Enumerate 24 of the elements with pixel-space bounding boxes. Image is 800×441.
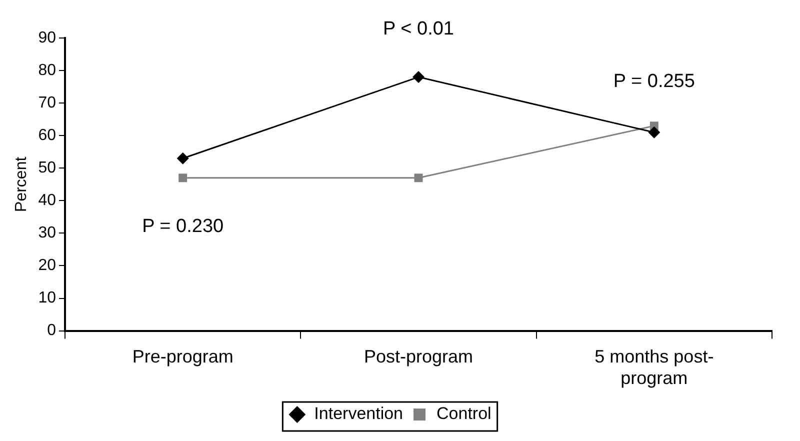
y-tick-label: 30 bbox=[38, 224, 56, 242]
point bbox=[176, 152, 189, 164]
legend-label: Intervention bbox=[314, 404, 404, 424]
y-axis-title: Percent bbox=[13, 156, 30, 212]
y-tick-label: 40 bbox=[38, 192, 56, 210]
y-tick-label: 0 bbox=[47, 322, 56, 340]
annotation: P = 0.230 bbox=[142, 216, 224, 238]
point bbox=[178, 174, 188, 182]
y-tick-label: 90 bbox=[38, 29, 56, 46]
annotation: P = 0.255 bbox=[613, 71, 695, 92]
x-tick-label: Post-program bbox=[364, 346, 474, 367]
y-tick-label: 10 bbox=[38, 290, 56, 307]
point bbox=[648, 126, 660, 138]
point bbox=[412, 71, 424, 84]
y-tick-label: 50 bbox=[38, 160, 56, 177]
x-tick-label: Pre-program bbox=[132, 346, 234, 367]
y-tick-label: 20 bbox=[38, 257, 56, 274]
x-tick-label: 5 months post-program bbox=[594, 346, 714, 388]
y-tick-label: 80 bbox=[38, 62, 56, 79]
point bbox=[414, 174, 423, 182]
y-tick-label: 70 bbox=[38, 94, 56, 112]
legend-label: Control bbox=[436, 404, 492, 424]
annotation: P < 0.01 bbox=[383, 18, 454, 40]
y-tick-label: 60 bbox=[38, 127, 56, 144]
